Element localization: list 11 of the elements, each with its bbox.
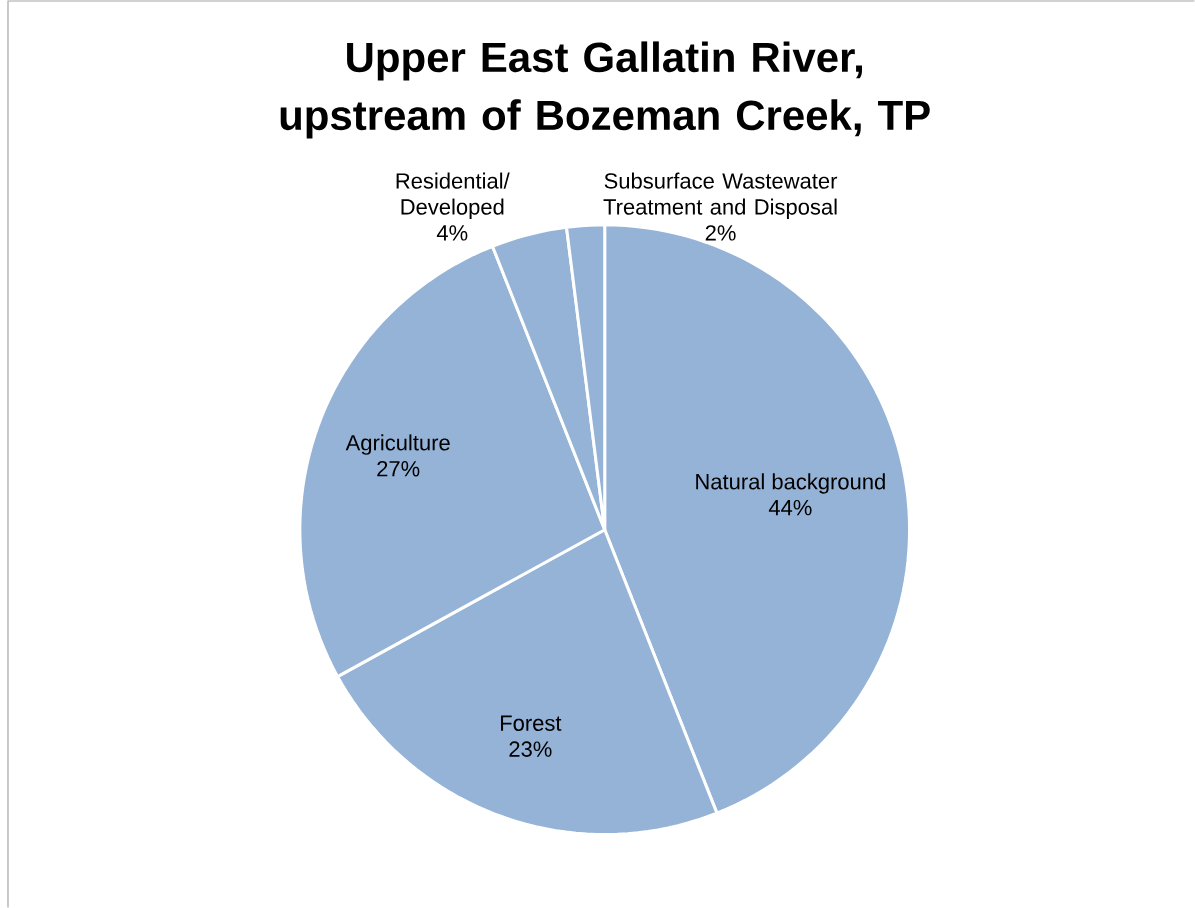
slice-label: Forest bbox=[501, 715, 562, 731]
data-label: 27% bbox=[377, 460, 420, 477]
slice-label: Natural background bbox=[696, 473, 885, 494]
data-label: 44% bbox=[768, 499, 812, 516]
slice-label: Residential/ Developed bbox=[396, 172, 510, 219]
chart-title: Upper East Gallatin River, upstream of Bozeman Creek, TP bbox=[280, 41, 930, 139]
data-label: 23% bbox=[509, 741, 552, 757]
slice-label: Agriculture bbox=[345, 434, 450, 455]
slice-label: Subsurface Wastewater Treatment and Disposal bbox=[603, 172, 838, 219]
data-label: 2% bbox=[705, 225, 736, 241]
data-label: 4% bbox=[436, 225, 468, 241]
